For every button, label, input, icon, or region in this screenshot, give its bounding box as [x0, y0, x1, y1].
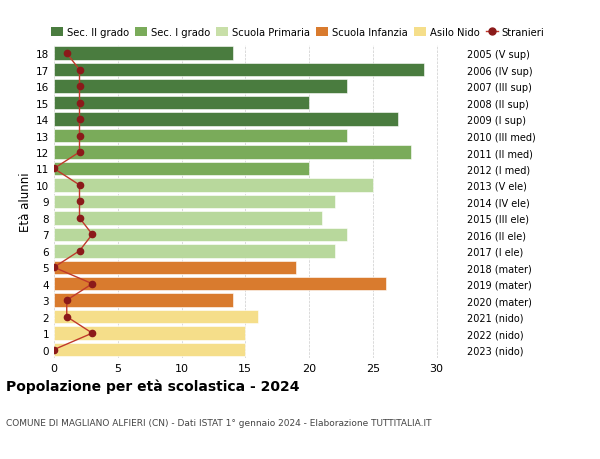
- Bar: [54, 64, 424, 77]
- Bar: [54, 212, 322, 225]
- Bar: [54, 97, 309, 110]
- Bar: [54, 195, 335, 209]
- Bar: [54, 179, 373, 192]
- Bar: [54, 261, 296, 274]
- Bar: [54, 129, 347, 143]
- Bar: [54, 327, 245, 340]
- Y-axis label: Età alunni: Età alunni: [19, 172, 32, 232]
- Bar: [54, 146, 411, 159]
- Bar: [54, 277, 386, 291]
- Legend: Sec. II grado, Sec. I grado, Scuola Primaria, Scuola Infanzia, Asilo Nido, Stran: Sec. II grado, Sec. I grado, Scuola Prim…: [51, 28, 544, 38]
- Text: COMUNE DI MAGLIANO ALFIERI (CN) - Dati ISTAT 1° gennaio 2024 - Elaborazione TUTT: COMUNE DI MAGLIANO ALFIERI (CN) - Dati I…: [6, 418, 431, 427]
- Bar: [54, 310, 258, 324]
- Bar: [54, 343, 245, 357]
- Bar: [54, 294, 233, 307]
- Bar: [54, 80, 347, 94]
- Text: Popolazione per età scolastica - 2024: Popolazione per età scolastica - 2024: [6, 379, 299, 393]
- Bar: [54, 245, 335, 258]
- Bar: [54, 162, 309, 176]
- Bar: [54, 113, 398, 127]
- Bar: [54, 228, 347, 241]
- Bar: [54, 47, 233, 61]
